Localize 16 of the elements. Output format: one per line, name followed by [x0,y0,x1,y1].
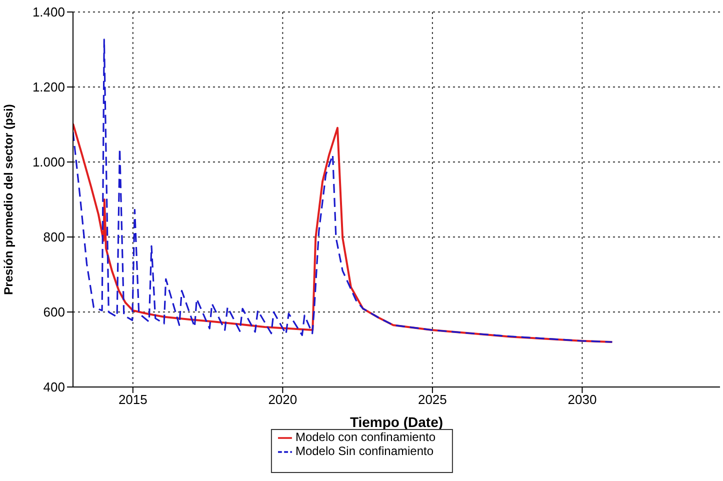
y-axis-title: Presión promedio del sector (psi) [1,104,16,295]
x-tick-label: 2030 [568,392,597,408]
y-tick-label: 800 [43,230,65,245]
x-tick-label: 2015 [118,392,148,408]
y-tick-label: 400 [43,380,65,395]
x-tick-label: 2025 [418,392,447,408]
y-tick-label: 1.000 [32,154,65,170]
legend-label: Modelo con confinamiento [295,430,436,444]
legend-label: Modelo Sin confinamiento [295,444,434,458]
y-tick-label: 1.200 [32,80,65,95]
x-tick-label: 2020 [268,392,298,408]
y-tick-label: 1.400 [32,4,65,20]
y-tick-label: 600 [43,304,65,320]
x-axis-title: Tiempo (Date) [350,414,444,430]
line-series [73,122,614,343]
line-series [73,38,613,343]
